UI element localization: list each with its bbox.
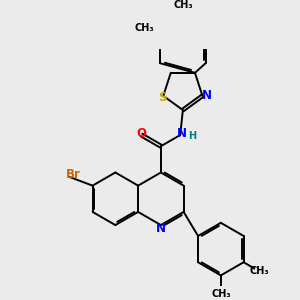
Text: N: N xyxy=(176,127,187,140)
Text: O: O xyxy=(136,127,146,140)
Text: N: N xyxy=(156,222,166,235)
Text: CH₃: CH₃ xyxy=(173,0,193,11)
Text: CH₃: CH₃ xyxy=(211,289,231,299)
Text: S: S xyxy=(158,92,166,104)
Text: N: N xyxy=(202,89,212,102)
Text: CH₃: CH₃ xyxy=(250,266,269,277)
Text: CH₃: CH₃ xyxy=(134,23,154,33)
Text: Br: Br xyxy=(66,168,81,181)
Text: H: H xyxy=(188,131,196,141)
